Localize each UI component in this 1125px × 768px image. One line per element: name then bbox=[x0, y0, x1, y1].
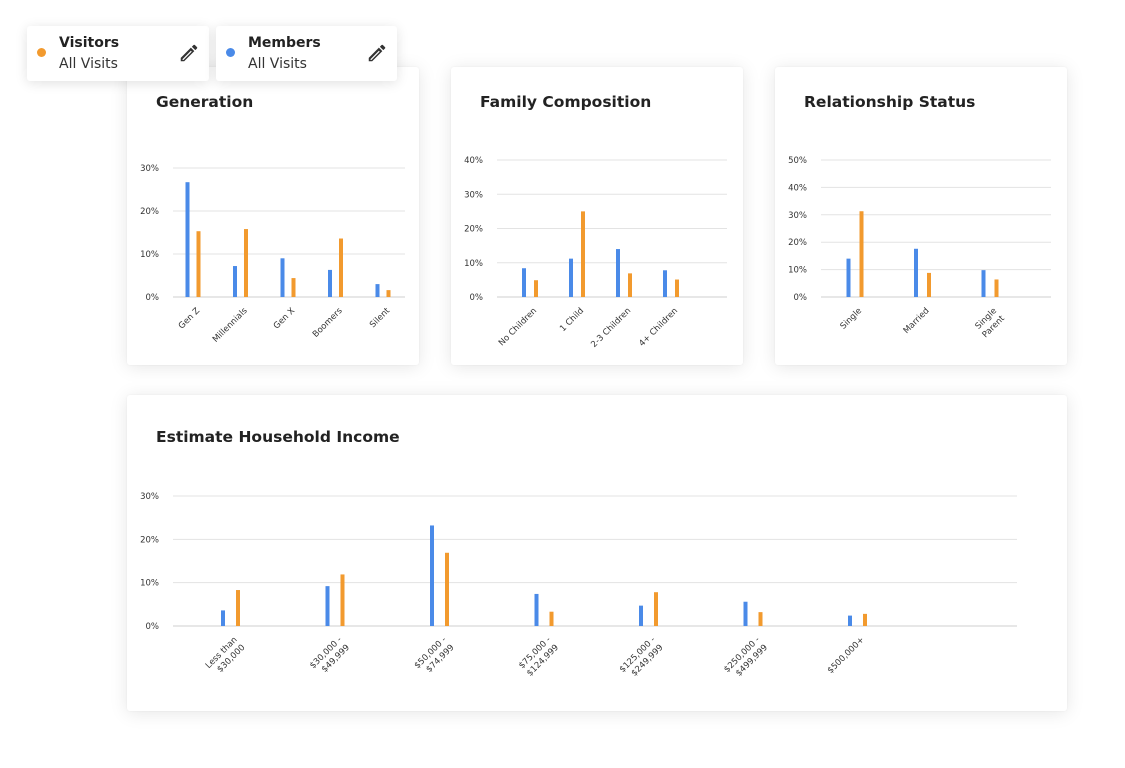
card-title: Family Composition bbox=[480, 93, 652, 111]
x-tick-label: $50,000 -$74,999 bbox=[413, 635, 457, 679]
income-card: Estimate Household Income 0% 10% 20% 30% Les… bbox=[127, 395, 1067, 711]
visitors-bar bbox=[758, 612, 763, 626]
y-tick-label: 30% bbox=[140, 492, 159, 502]
relationship-card: Relationship Status 0% 10% 20% 30% 40% 50% Sin… bbox=[775, 67, 1067, 365]
family-card: Family Composition 0% 10% 20% 30% 40% No Chil… bbox=[451, 67, 743, 365]
generation-card: Generation 0% 10% 20% 30% Gen Z Millennials Ge… bbox=[127, 67, 419, 365]
members-bar bbox=[981, 270, 986, 297]
legend-name: Members bbox=[248, 35, 321, 51]
y-tick-label: 0% bbox=[146, 622, 160, 632]
y-tick-label: 30% bbox=[464, 190, 483, 200]
visitors-bar bbox=[863, 613, 867, 626]
y-tick-label: 30% bbox=[788, 211, 807, 221]
visitors-bar bbox=[244, 229, 248, 297]
income-chart: 0% 10% 20% 30% Less than$30,000 $30,000 -$49,… bbox=[140, 492, 1017, 683]
y-tick-label: 40% bbox=[788, 183, 807, 193]
members-bar bbox=[233, 266, 237, 297]
visitors-bar bbox=[386, 290, 391, 297]
members-bar bbox=[914, 248, 918, 297]
legend-name: Visitors bbox=[59, 35, 120, 51]
y-tick-label: 10% bbox=[140, 579, 159, 589]
visitors-bar bbox=[994, 279, 999, 297]
card-title: Estimate Household Income bbox=[156, 428, 400, 446]
x-tick-label: Married bbox=[902, 306, 932, 336]
members-bar bbox=[328, 269, 332, 297]
members-bar bbox=[569, 258, 573, 297]
pencil-icon[interactable] bbox=[178, 42, 200, 64]
y-tick-label: 0% bbox=[146, 293, 160, 303]
members-bar bbox=[663, 270, 667, 297]
pencil-icon[interactable] bbox=[366, 42, 388, 64]
x-tick-label: Gen Z bbox=[177, 306, 202, 331]
visitors-bar bbox=[340, 574, 345, 626]
x-tick-label: Single bbox=[839, 306, 865, 332]
x-tick-label: Boomers bbox=[311, 306, 345, 340]
y-tick-label: 10% bbox=[788, 266, 807, 276]
legend-sub: All Visits bbox=[248, 56, 307, 72]
legend-sub: All Visits bbox=[59, 56, 118, 72]
x-tick-label: 4+ Children bbox=[637, 306, 680, 349]
y-tick-label: 20% bbox=[140, 535, 159, 545]
members-bar bbox=[848, 615, 852, 626]
members-bar bbox=[534, 593, 539, 626]
y-tick-label: 10% bbox=[464, 259, 483, 269]
y-tick-label: 0% bbox=[470, 293, 484, 303]
visitors-bar bbox=[291, 278, 296, 297]
members-bar bbox=[185, 182, 190, 297]
visitors-bar bbox=[927, 272, 931, 297]
card-title: Generation bbox=[156, 93, 254, 111]
members-bar bbox=[280, 258, 285, 297]
members-bar bbox=[616, 249, 620, 297]
visitors-bar bbox=[859, 211, 864, 297]
x-tick-label: Gen X bbox=[272, 306, 297, 331]
x-tick-label: $125,000 -$249,999 bbox=[618, 635, 666, 683]
members-bar bbox=[325, 586, 330, 626]
x-tick-label: $500,000+ bbox=[826, 635, 867, 676]
y-tick-label: 0% bbox=[794, 293, 808, 303]
visitors-bar bbox=[628, 273, 632, 297]
members-bar bbox=[522, 268, 526, 297]
visitors-bar bbox=[339, 238, 343, 297]
x-tick-label: No Children bbox=[497, 306, 539, 348]
x-tick-label: Millennials bbox=[211, 306, 250, 345]
members-bar bbox=[846, 258, 851, 297]
x-tick-label: $250,000 -$499,999 bbox=[722, 635, 770, 683]
y-tick-label: 30% bbox=[140, 164, 159, 174]
visitors-bar bbox=[581, 211, 585, 297]
x-tick-label: 1 Child bbox=[558, 306, 586, 334]
members-bar bbox=[743, 601, 748, 626]
visitors-bar bbox=[196, 231, 201, 297]
y-tick-label: 50% bbox=[788, 156, 807, 166]
members-bar bbox=[639, 605, 643, 626]
x-tick-label: $30,000 -$49,999 bbox=[308, 635, 352, 679]
visitors-bar bbox=[236, 590, 240, 626]
x-tick-label: Silent bbox=[368, 306, 393, 331]
members-bar bbox=[221, 610, 225, 626]
visitors-dot bbox=[37, 48, 46, 57]
x-tick-label: Less than$30,000 bbox=[204, 635, 248, 679]
visitors-bar bbox=[549, 611, 554, 626]
generation-chart: 0% 10% 20% 30% Gen Z Millennials Gen X Boomers S… bbox=[140, 164, 405, 345]
visitors-bar bbox=[675, 279, 679, 297]
members-dot bbox=[226, 48, 235, 57]
relationship-chart: 0% 10% 20% 30% 40% 50% Single Married SinglePare… bbox=[788, 156, 1051, 341]
visitors-bar bbox=[534, 280, 538, 297]
card-title: Relationship Status bbox=[804, 93, 976, 111]
y-tick-label: 20% bbox=[788, 238, 807, 248]
y-tick-label: 20% bbox=[464, 225, 483, 235]
y-tick-label: 20% bbox=[140, 207, 159, 217]
legend-members[interactable]: Members All Visits bbox=[216, 26, 397, 81]
members-bar bbox=[375, 284, 380, 297]
visitors-bar bbox=[654, 592, 658, 626]
x-tick-label: SingleParent bbox=[973, 306, 1008, 341]
members-bar bbox=[430, 525, 434, 626]
x-tick-label: $75,000 -$124,999 bbox=[517, 635, 561, 679]
family-chart: 0% 10% 20% 30% 40% No Children 1 Child 2-3 Chil… bbox=[464, 156, 727, 350]
legend-visitors[interactable]: Visitors All Visits bbox=[27, 26, 209, 81]
y-tick-label: 40% bbox=[464, 156, 483, 166]
visitors-bar bbox=[445, 552, 449, 626]
y-tick-label: 10% bbox=[140, 250, 159, 260]
x-tick-label: 2-3 Children bbox=[589, 306, 633, 350]
